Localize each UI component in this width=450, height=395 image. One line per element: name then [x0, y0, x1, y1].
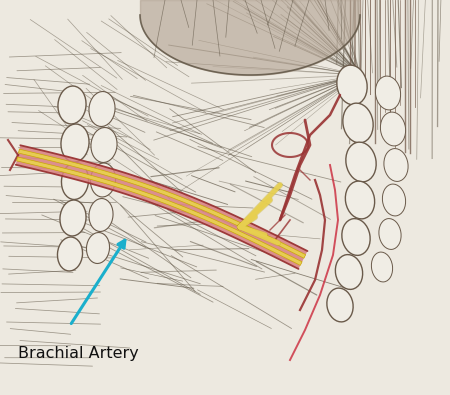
Ellipse shape: [384, 149, 408, 181]
Ellipse shape: [86, 233, 109, 263]
Ellipse shape: [346, 142, 376, 182]
Polygon shape: [17, 157, 302, 265]
Ellipse shape: [380, 112, 405, 146]
Ellipse shape: [61, 124, 89, 162]
Ellipse shape: [58, 86, 86, 124]
Ellipse shape: [342, 218, 370, 256]
Ellipse shape: [382, 184, 405, 216]
Ellipse shape: [89, 92, 115, 126]
Polygon shape: [18, 149, 306, 258]
Ellipse shape: [90, 163, 116, 197]
Ellipse shape: [327, 288, 353, 322]
Ellipse shape: [62, 162, 89, 199]
Polygon shape: [16, 145, 307, 269]
Ellipse shape: [337, 65, 367, 105]
Ellipse shape: [91, 128, 117, 162]
Ellipse shape: [375, 76, 401, 110]
Ellipse shape: [343, 103, 373, 143]
Ellipse shape: [379, 218, 401, 249]
Ellipse shape: [89, 199, 113, 231]
Ellipse shape: [345, 181, 375, 219]
Ellipse shape: [60, 200, 86, 236]
Ellipse shape: [335, 255, 363, 290]
Ellipse shape: [58, 237, 82, 271]
Ellipse shape: [371, 252, 392, 282]
Text: Brachial Artery: Brachial Artery: [18, 346, 139, 361]
